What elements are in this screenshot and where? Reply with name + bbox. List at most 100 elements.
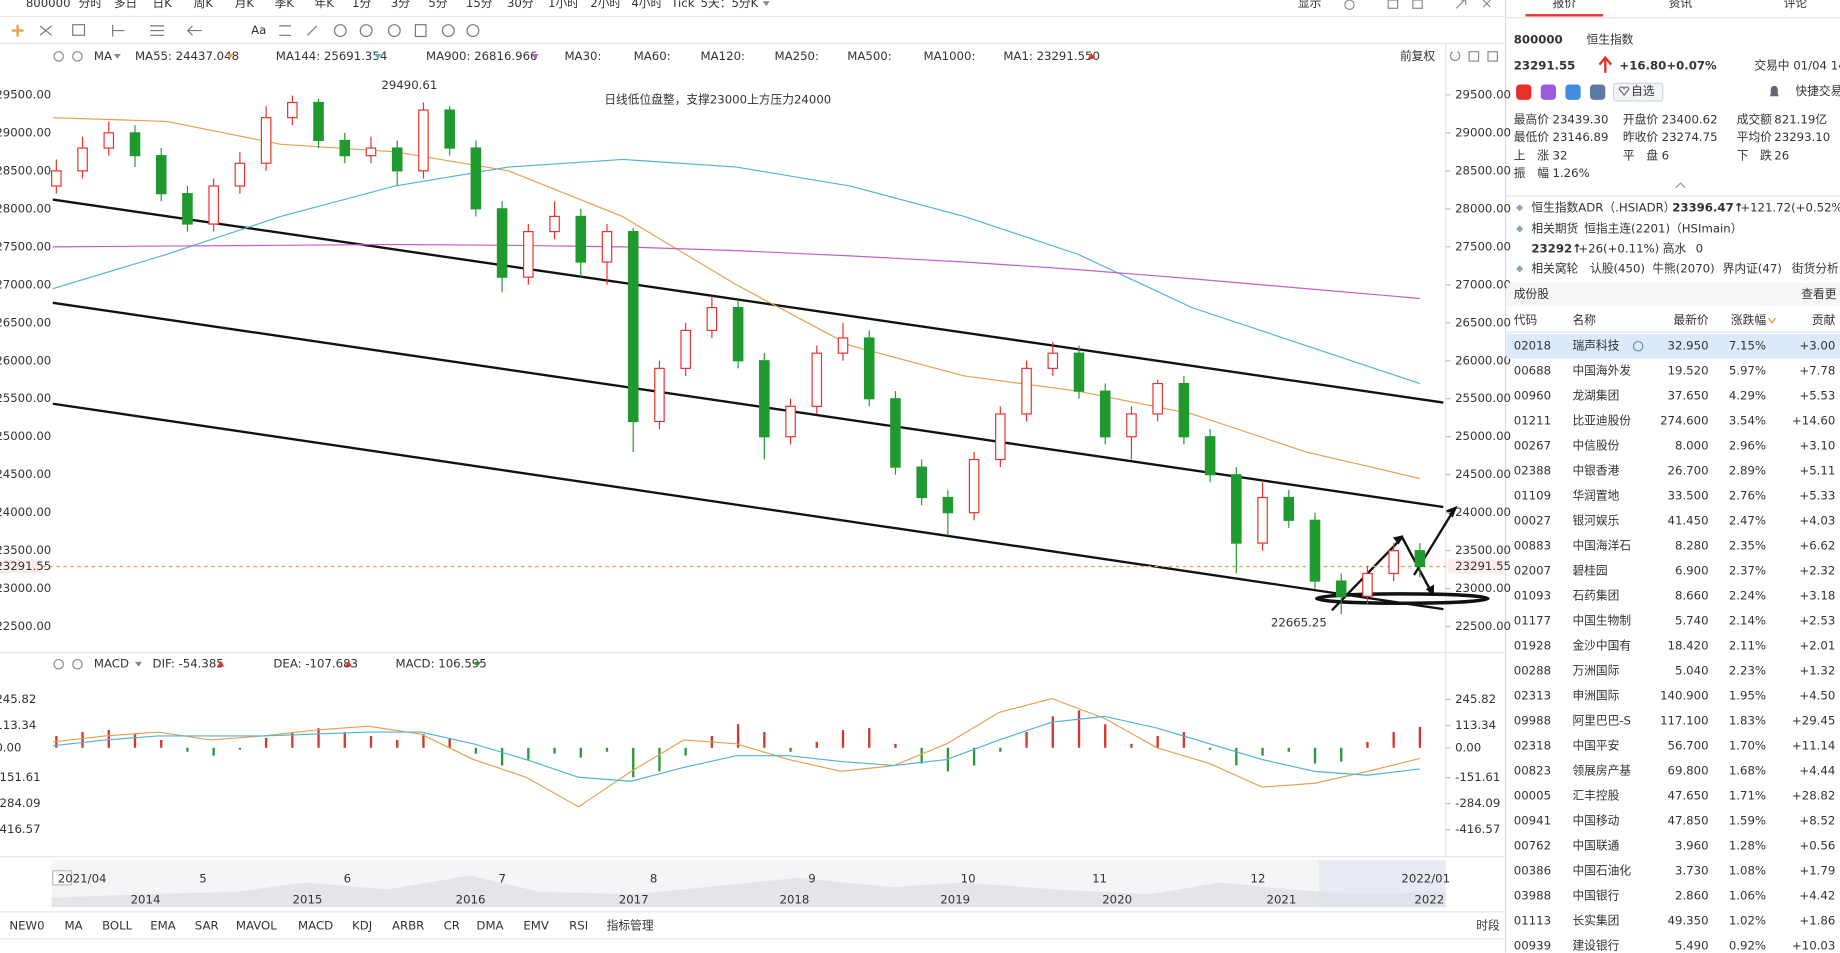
table-header[interactable]: 涨跌幅 <box>1731 313 1766 327</box>
futures-name[interactable]: 恒指主连(2201)（HSImain） <box>1584 221 1742 235</box>
measure-tool[interactable] <box>279 25 292 36</box>
expand-icon[interactable] <box>1455 0 1467 9</box>
period-tab[interactable]: 2小时 <box>590 0 621 10</box>
indicator-tab[interactable]: MAVOL <box>236 918 277 932</box>
table-cell[interactable]: 09988 <box>1514 714 1551 728</box>
adjust-menu[interactable]: 前复权 <box>1400 49 1435 63</box>
table-header[interactable]: 最新价 <box>1673 313 1708 327</box>
market-icon[interactable] <box>1565 84 1581 100</box>
legend-entry[interactable]: DEA: -107.683 <box>273 657 358 671</box>
indicator-tab[interactable]: ARBR <box>392 918 424 932</box>
table-cell[interactable]: 01093 <box>1514 589 1551 603</box>
period-tab[interactable]: 季K <box>275 0 295 10</box>
lock-tool[interactable] <box>359 24 373 38</box>
table-cell[interactable]: 银河娱乐 <box>1572 514 1619 528</box>
table-cell[interactable]: 中银香港 <box>1572 464 1619 478</box>
period-tab[interactable]: 日K <box>153 0 173 10</box>
table-cell[interactable]: 01109 <box>1514 489 1551 503</box>
table-cell[interactable]: 中国移动 <box>1572 814 1619 828</box>
table-cell[interactable]: 01113 <box>1514 914 1551 928</box>
table-cell[interactable]: 00823 <box>1514 764 1551 778</box>
period-tab[interactable]: 30分 <box>507 0 534 10</box>
period-filter[interactable]: 时段 <box>1476 918 1500 932</box>
legend-entry[interactable]: MA120: <box>701 49 745 63</box>
period-tab[interactable]: 1分 <box>352 0 371 10</box>
table-cell[interactable]: 00005 <box>1514 789 1551 803</box>
legend-entry[interactable]: MA250: <box>774 49 818 63</box>
display-menu[interactable]: 显示 <box>1298 0 1322 10</box>
close-icon[interactable] <box>1482 0 1491 8</box>
table-header[interactable]: 名称 <box>1572 313 1596 327</box>
table-cell[interactable]: 02318 <box>1514 739 1551 753</box>
period-tab[interactable]: 分时 <box>79 0 103 10</box>
table-cell[interactable]: 03988 <box>1514 889 1551 903</box>
overview-handle[interactable] <box>52 870 73 886</box>
channel-line[interactable] <box>52 198 1444 404</box>
indicator-tab[interactable]: EMA <box>150 918 176 932</box>
period-tab[interactable]: 多日 <box>114 0 137 10</box>
table-cell[interactable]: 00267 <box>1514 439 1551 453</box>
table-cell[interactable]: 龙湖集团 <box>1572 389 1619 403</box>
indicator-tab[interactable]: MACD <box>298 918 333 932</box>
panel-tab[interactable]: 资讯 <box>1669 0 1693 10</box>
table-cell[interactable]: 中国银行 <box>1572 889 1619 903</box>
legend-entry[interactable]: MA30: <box>564 49 601 63</box>
bell-icon[interactable] <box>1769 85 1779 97</box>
table-cell[interactable]: 碧桂园 <box>1572 564 1607 578</box>
indicator-tab[interactable]: 指标管理 <box>607 918 654 932</box>
fib-tool[interactable] <box>112 24 125 37</box>
legend-entry[interactable]: MA1000: <box>924 49 976 63</box>
table-cell[interactable]: 00960 <box>1514 389 1551 403</box>
table-cell[interactable]: 中国平安 <box>1572 739 1619 753</box>
eye-icon[interactable] <box>1632 340 1644 352</box>
table-header[interactable]: 代码 <box>1514 313 1538 327</box>
legend-entry[interactable]: MA1: 23291.550 <box>1003 49 1100 63</box>
pen-tool[interactable] <box>307 25 318 36</box>
arrow-tool[interactable] <box>186 25 202 36</box>
table-cell[interactable]: 领展房产基 <box>1572 764 1631 778</box>
hide-tool[interactable] <box>387 24 401 38</box>
warrant-link[interactable]: 认股(450) <box>1590 261 1645 275</box>
settings-icon[interactable] <box>53 51 64 62</box>
panel-tab[interactable]: 评论 <box>1784 0 1808 10</box>
indicator-tab[interactable]: EMV <box>523 918 549 932</box>
legend-entry[interactable]: MA500: <box>847 49 891 63</box>
table-cell[interactable]: 申洲国际 <box>1572 689 1619 703</box>
indicator-tab[interactable]: DMA <box>476 918 503 932</box>
table-cell[interactable]: 00939 <box>1514 939 1551 953</box>
close-icon[interactable] <box>72 51 83 62</box>
close-icon[interactable] <box>72 658 83 670</box>
table-cell[interactable]: 02007 <box>1514 564 1551 578</box>
table-cell[interactable]: 00027 <box>1514 514 1551 528</box>
table-cell[interactable]: 比亚迪股份 <box>1572 414 1631 428</box>
table-cell[interactable]: 华润置地 <box>1572 489 1619 503</box>
period-tab[interactable]: 3分 <box>391 0 410 10</box>
table-cell[interactable]: 02018 <box>1514 339 1551 353</box>
drawing-tools[interactable] <box>11 24 480 38</box>
link-tool[interactable] <box>441 24 455 38</box>
table-cell[interactable]: 00883 <box>1514 539 1551 553</box>
settings-tool[interactable] <box>466 24 480 38</box>
table-cell[interactable]: 长实集团 <box>1572 914 1619 928</box>
text-tool[interactable]: Aa <box>251 23 266 37</box>
table-cell[interactable]: 中国海外发 <box>1572 364 1631 378</box>
table-cell[interactable]: 00688 <box>1514 364 1551 378</box>
legend-entry[interactable]: MA55: 24437.048 <box>135 49 239 63</box>
period-tab[interactable]: 15分 <box>466 0 493 10</box>
legend-entry[interactable]: MACD: 106.595 <box>395 657 486 671</box>
table-cell[interactable]: 00288 <box>1514 664 1551 678</box>
table-cell[interactable]: 02313 <box>1514 689 1551 703</box>
crosshair-tool[interactable] <box>11 24 24 37</box>
table-cell[interactable]: 中国海洋石 <box>1572 539 1631 553</box>
table-cell[interactable]: 金沙中国有 <box>1572 639 1631 653</box>
period-tab[interactable]: 年K <box>314 0 334 10</box>
legend-entry[interactable]: MA60: <box>634 49 671 63</box>
table-cell[interactable]: 中信股份 <box>1572 439 1619 453</box>
table-cell[interactable]: 01177 <box>1514 614 1551 628</box>
table-cell[interactable]: 建设银行 <box>1572 939 1619 953</box>
undo-icon[interactable] <box>1449 51 1461 62</box>
window-icon[interactable] <box>1387 0 1399 9</box>
line-tool[interactable] <box>39 25 52 36</box>
more-link[interactable]: 查看更 <box>1801 287 1836 301</box>
table-cell[interactable]: 中国生物制 <box>1572 614 1631 628</box>
